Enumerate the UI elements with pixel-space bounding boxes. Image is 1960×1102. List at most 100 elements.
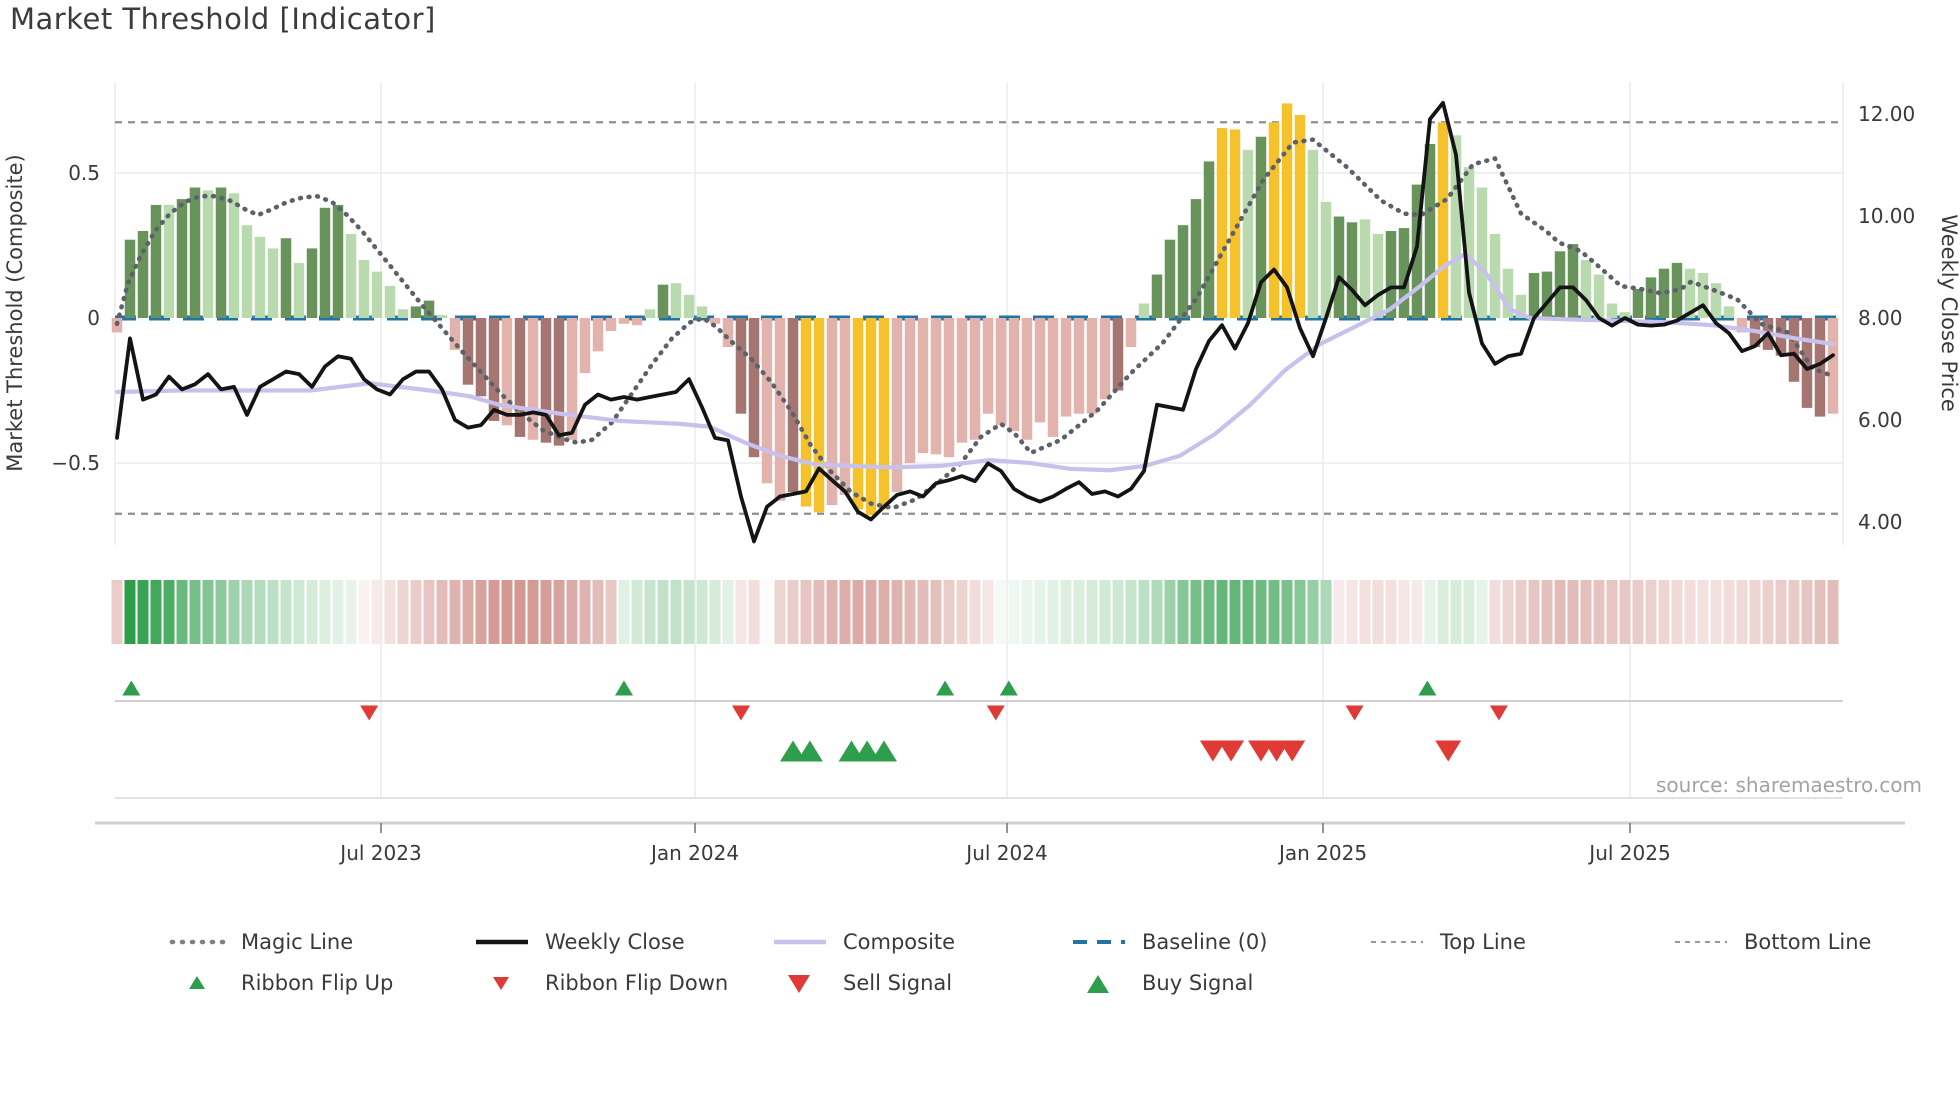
composite-bar	[631, 318, 643, 326]
composite-bar	[1151, 274, 1163, 318]
ribbon-cell	[1554, 580, 1566, 644]
composite-bar	[1008, 318, 1020, 432]
ribbon-cell	[800, 580, 812, 644]
composite-bar	[969, 318, 981, 440]
buy-signal-marker	[871, 740, 897, 762]
ribbon-cell	[1190, 580, 1202, 644]
composite-bar	[1294, 115, 1306, 318]
ribbon-cell	[176, 580, 188, 644]
ribbon-cell	[956, 580, 968, 644]
legend-row-lines: Magic Line Weekly Close Composite Baseline …	[0, 920, 1960, 964]
ribbon-flip-up-marker	[999, 680, 1018, 696]
ribbon-cell	[358, 580, 370, 644]
dotted-gray-swatch	[169, 939, 227, 945]
composite-bar	[761, 318, 773, 484]
ribbon-cell	[1528, 580, 1540, 644]
ribbon-cell	[774, 580, 786, 644]
composite-bar	[1424, 144, 1436, 318]
ribbon-cell	[1216, 580, 1228, 644]
ribbon-cell	[826, 580, 838, 644]
ribbon-cell	[1177, 580, 1189, 644]
ribbon-cell	[644, 580, 656, 644]
ribbon-cell	[1736, 580, 1748, 644]
ribbon-cell	[540, 580, 552, 644]
composite-bar	[1476, 187, 1488, 318]
ribbon-cell	[150, 580, 162, 644]
ribbon-cell	[1437, 580, 1449, 644]
composite-bar	[1437, 122, 1449, 318]
composite-bar	[1502, 268, 1514, 318]
ribbon-cell	[553, 580, 565, 644]
composite-bar	[540, 318, 552, 443]
composite-bar	[1645, 277, 1657, 318]
ribbon-cell	[930, 580, 942, 644]
composite-bar	[865, 318, 877, 516]
composite-bar	[384, 286, 396, 318]
ribbon-cell	[1333, 580, 1345, 644]
ribbon-cell	[982, 580, 994, 644]
composite-bar	[306, 248, 318, 318]
legend-item-baseline-0-: Baseline (0)	[1070, 920, 1267, 964]
ribbon-cell	[1359, 580, 1371, 644]
ribbon-cell	[1593, 580, 1605, 644]
ribbon-cell	[878, 580, 890, 644]
ribbon-cell	[1632, 580, 1644, 644]
composite-bar	[436, 315, 448, 318]
ribbon-cell	[1762, 580, 1774, 644]
ribbon-cell	[1008, 580, 1020, 644]
ribbon-strip	[111, 580, 1839, 644]
ribbon-cell	[1047, 580, 1059, 644]
composite-bar	[345, 233, 357, 318]
ribbon-flip-up-marker	[615, 680, 633, 696]
composite-bar	[137, 231, 149, 318]
composite-bar	[1632, 289, 1644, 318]
composite-bar	[150, 204, 162, 318]
ribbon-cell	[852, 580, 864, 644]
composite-bar	[215, 187, 227, 318]
legend-item-weekly-close: Weekly Close	[473, 920, 685, 964]
composite-bar	[982, 318, 994, 414]
composite-bar	[657, 284, 669, 318]
ribbon-cell	[462, 580, 474, 644]
axes: Jul 2023 Jan 2024 Jul 2024 Jan 2025 Jul 2025…	[51, 102, 1915, 865]
composite-bar	[1788, 318, 1800, 382]
dashed-gray-swatch	[1675, 941, 1727, 943]
ribbon-cell	[1372, 580, 1384, 644]
ribbon-cell	[891, 580, 903, 644]
composite-bar	[956, 318, 968, 443]
composite-bar	[1307, 149, 1319, 318]
composite-bar	[410, 306, 422, 318]
legend-item-label: Top Line	[1440, 930, 1526, 954]
composite-bar	[1281, 103, 1293, 319]
ribbon-cell	[1710, 580, 1722, 644]
ribbon-cell	[1164, 580, 1176, 644]
composite-bar	[605, 318, 617, 332]
composite-bar	[774, 318, 786, 501]
right-tick-label: 10.00	[1858, 204, 1915, 228]
ribbon-cell	[1788, 580, 1800, 644]
x-tick-label: Jan 2024	[649, 841, 739, 865]
ribbon-cell	[449, 580, 461, 644]
composite-bar	[891, 318, 903, 492]
composite-bar	[1736, 318, 1748, 333]
ribbon-cell	[1814, 580, 1826, 644]
legend-item-label: Weekly Close	[545, 930, 685, 954]
composite-bar	[319, 207, 331, 318]
ribbon-cell	[1203, 580, 1215, 644]
ribbon-cell	[1684, 580, 1696, 644]
legend-item-label: Baseline (0)	[1142, 930, 1268, 954]
composite-bar	[1359, 219, 1371, 318]
ribbon-flip-down-marker	[986, 705, 1005, 721]
left-tick-label: −0.5	[51, 451, 100, 475]
composite-bar	[1099, 318, 1111, 400]
ribbon-cell	[1827, 580, 1839, 644]
legend-item-top-line: Top Line	[1368, 920, 1526, 964]
ribbon-cell	[332, 580, 344, 644]
ribbon-cell	[735, 580, 747, 644]
ribbon-cell	[1281, 580, 1293, 644]
ribbon-cell	[904, 580, 916, 644]
ribbon-cell	[1138, 580, 1150, 644]
ribbon-cell	[1515, 580, 1527, 644]
